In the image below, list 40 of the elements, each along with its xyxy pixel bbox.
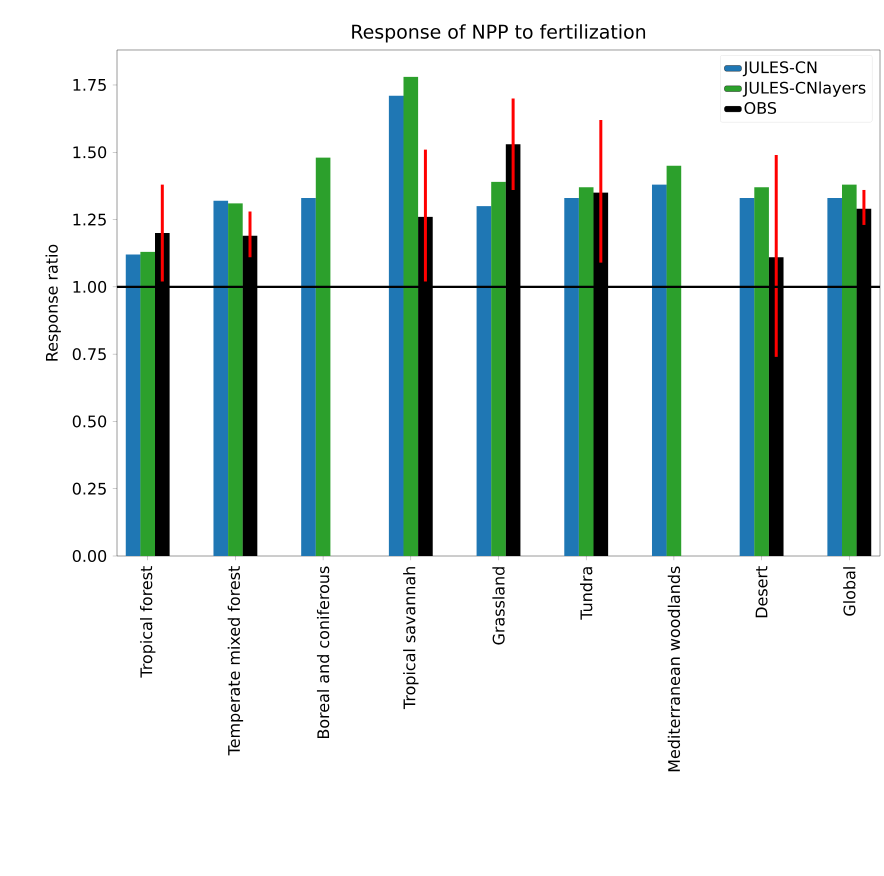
bar (301, 198, 316, 556)
bar (228, 203, 243, 556)
x-tick-label: Mediterranean woodlands (668, 566, 680, 772)
bar (491, 182, 506, 556)
y-axis-title: Response ratio (45, 244, 61, 361)
bar (403, 76, 418, 556)
legend-label: OBS (744, 102, 776, 114)
bar (842, 184, 857, 556)
bar (652, 184, 667, 556)
bar (564, 198, 579, 556)
x-tick-label: Boreal and coniferous (316, 566, 330, 738)
x-tick-label: Global (843, 567, 856, 616)
legend-label: JULES-CN (742, 61, 816, 76)
y-tick-label: 0.75 (72, 348, 106, 360)
x-tick-label: Tropical savannah (403, 567, 419, 710)
x-tick-label: Temperate mixed forest (228, 566, 244, 756)
bar (754, 187, 769, 556)
bar (740, 198, 754, 556)
y-tick-label: 0.00 (72, 550, 106, 562)
y-tick-label: 0.50 (72, 415, 106, 428)
y-tick-label: 1.50 (73, 146, 106, 158)
y-tick-label: 0.25 (72, 482, 106, 495)
x-tick-label: Tropical forest (140, 566, 156, 678)
legend-label: JULES-CNlayers (742, 81, 866, 97)
bar (827, 198, 842, 556)
x-tick-label: Desert (756, 566, 768, 618)
y-tick-label: 1.25 (73, 214, 106, 226)
x-tick-label: Tundra (580, 567, 592, 620)
x-tick-label: Grassland (492, 567, 505, 645)
y-tick-label: 1.00 (73, 280, 106, 293)
bar (126, 254, 140, 556)
bar (666, 166, 682, 556)
bar (578, 187, 594, 556)
y-tick-label: 1.75 (73, 79, 106, 91)
chart-title: Response of NPP to fertilization (352, 24, 646, 42)
bar (316, 158, 330, 556)
bar (388, 96, 404, 556)
bar (213, 200, 228, 556)
bar (140, 252, 156, 556)
bar (476, 206, 492, 556)
